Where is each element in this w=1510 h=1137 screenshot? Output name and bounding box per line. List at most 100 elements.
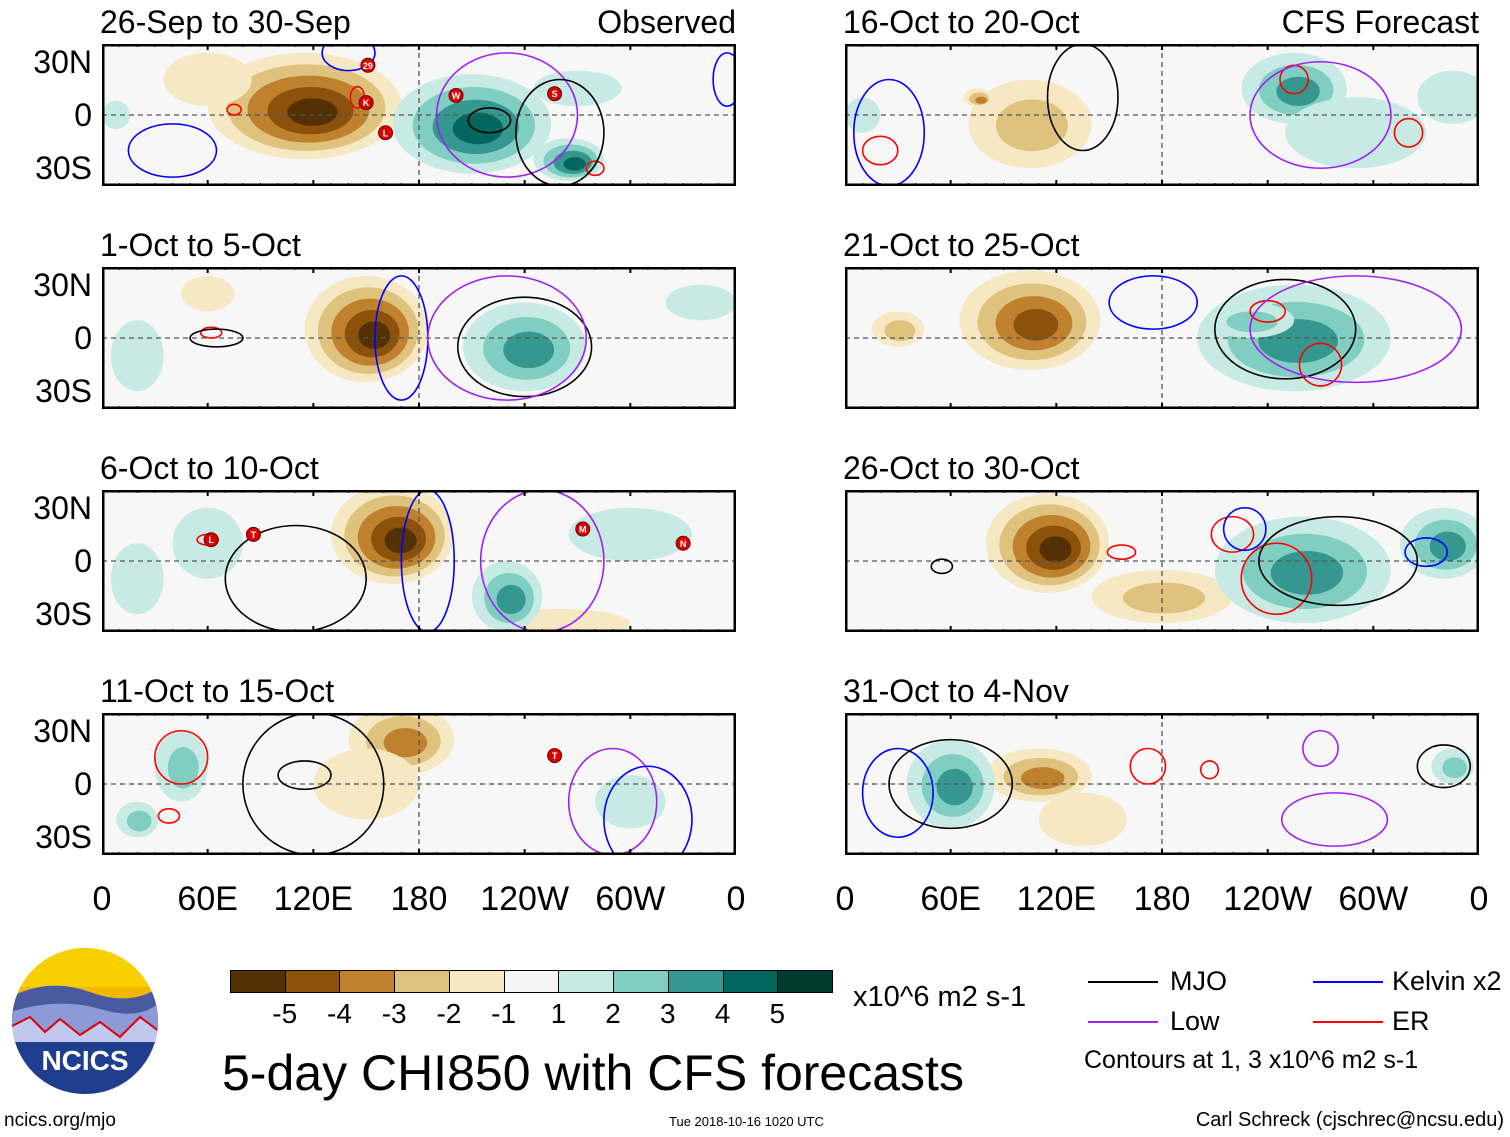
contour-kelvin bbox=[853, 78, 926, 186]
legend-line-er bbox=[1313, 1021, 1383, 1023]
contour-mjo bbox=[242, 713, 385, 855]
contour-low bbox=[1280, 792, 1389, 847]
contour-kelvin bbox=[603, 765, 693, 855]
anomaly-shading bbox=[1276, 76, 1320, 106]
panel-title: 16-Oct to 20-Oct bbox=[843, 4, 1080, 40]
colorbar-swatch bbox=[667, 970, 724, 993]
site-url[interactable]: ncics.org/mjo bbox=[4, 1110, 116, 1131]
tropical-storm-icon: M bbox=[575, 521, 591, 537]
anomaly-shading bbox=[533, 70, 622, 107]
anomaly-shading bbox=[568, 507, 692, 561]
contour-er bbox=[1106, 544, 1137, 561]
anomaly-shading bbox=[287, 98, 338, 126]
legend-label-mjo: MJO bbox=[1170, 966, 1227, 996]
contour-low bbox=[435, 52, 579, 178]
lat-label: 30S bbox=[35, 819, 92, 856]
lat-label: 0 bbox=[74, 320, 92, 356]
storm-label: N bbox=[680, 539, 687, 549]
contour-er bbox=[154, 729, 209, 785]
contour-low bbox=[479, 490, 605, 632]
lat-label: 30N bbox=[33, 712, 92, 749]
panel-title: 11-Oct to 15-Oct bbox=[100, 673, 335, 709]
panel-title: 6-Oct to 10-Oct bbox=[100, 450, 319, 486]
colorbar-tick-label: -3 bbox=[381, 998, 407, 1029]
anomaly-shading bbox=[1020, 767, 1065, 790]
lon-label: 120E bbox=[273, 880, 354, 918]
anomaly-shading bbox=[1013, 308, 1059, 341]
contour-mjo bbox=[1258, 515, 1419, 607]
colorbar-swatch bbox=[558, 970, 615, 993]
storm-label: K bbox=[363, 98, 370, 108]
map-panel: L T M N bbox=[102, 490, 736, 632]
contour-mjo bbox=[456, 296, 593, 398]
colorbar-tick-label: 4 bbox=[714, 998, 731, 1029]
tropical-storm-icon: S bbox=[547, 86, 563, 102]
anomaly-shading bbox=[665, 284, 736, 321]
panel-frame bbox=[102, 490, 736, 632]
map-panel bbox=[845, 490, 1479, 632]
contour-er bbox=[157, 808, 181, 824]
lat-label: 30N bbox=[33, 489, 92, 526]
colorbar-tick-label: 3 bbox=[660, 998, 676, 1029]
contour-er bbox=[1393, 117, 1424, 148]
lon-label: 0 bbox=[92, 880, 112, 918]
tropical-storm-icon: 29 bbox=[360, 57, 376, 73]
panel-frame bbox=[845, 267, 1479, 409]
contour-mjo bbox=[224, 524, 367, 632]
anomaly-shading bbox=[975, 96, 987, 104]
lat-label: 30S bbox=[35, 373, 92, 410]
contour-kelvin bbox=[1404, 537, 1449, 568]
anomaly-shading bbox=[163, 52, 252, 107]
panel-title: 21-Oct to 25-Oct bbox=[843, 227, 1080, 263]
contour-er bbox=[585, 160, 605, 177]
tropical-storm-icon: L bbox=[203, 532, 219, 548]
contour-er bbox=[861, 135, 899, 166]
contour-low bbox=[1249, 275, 1463, 384]
colorbar-units: x10^6 m2 s-1 bbox=[853, 981, 1027, 1013]
lat-label: 30S bbox=[35, 150, 92, 187]
lat-label: 0 bbox=[74, 97, 92, 133]
panel-kind-label: Observed bbox=[597, 4, 736, 40]
colorbar-tick-label: -5 bbox=[272, 998, 298, 1029]
anomaly-shading bbox=[167, 747, 199, 789]
contour-kelvin bbox=[127, 123, 218, 178]
anomaly-shading bbox=[102, 100, 131, 130]
colorbar-swatch bbox=[722, 970, 779, 993]
contour-note: Contours at 1, 3 x10^6 m2 s-1 bbox=[1084, 1046, 1419, 1074]
contour-er bbox=[1249, 299, 1287, 323]
storm-label: 29 bbox=[363, 61, 373, 71]
anomaly-shading bbox=[110, 543, 164, 615]
lon-label: 0 bbox=[835, 880, 855, 918]
anomaly-shading bbox=[1417, 70, 1479, 124]
lon-label: 60E bbox=[920, 880, 981, 918]
colorbar-swatch bbox=[230, 970, 286, 993]
contour-er bbox=[226, 103, 242, 116]
svg-text:NCICS: NCICS bbox=[41, 1045, 128, 1076]
panel-frame bbox=[845, 713, 1479, 855]
tropical-storm-icon: T bbox=[547, 748, 563, 764]
anomaly-shading bbox=[563, 157, 586, 171]
tropical-storm-icon: K bbox=[358, 95, 374, 111]
anomaly-shading bbox=[503, 331, 555, 369]
colorbar-tick-label: 1 bbox=[550, 998, 567, 1029]
contour-er bbox=[199, 326, 223, 339]
contour-er bbox=[1199, 760, 1220, 780]
anomaly-shading bbox=[452, 112, 504, 145]
anomaly-shading bbox=[1429, 531, 1466, 561]
lon-label: 180 bbox=[390, 880, 448, 918]
legend-line-kelvin bbox=[1313, 981, 1383, 983]
storm-label: L bbox=[208, 535, 214, 545]
storm-label: W bbox=[452, 91, 461, 101]
contour-er bbox=[1240, 542, 1313, 616]
panel-title: 26-Sep to 30-Sep bbox=[100, 4, 351, 40]
panel-title: 26-Oct to 30-Oct bbox=[843, 450, 1080, 486]
legend-line-mjo bbox=[1088, 981, 1158, 983]
colorbar-tick-label: 5 bbox=[769, 998, 786, 1029]
map-panel: 29 K L W S bbox=[102, 44, 736, 186]
anomaly-shading bbox=[1226, 311, 1278, 333]
panel-frame bbox=[845, 44, 1479, 186]
storm-label: M bbox=[579, 525, 587, 535]
storm-label: S bbox=[552, 89, 558, 99]
panel-title: 1-Oct to 5-Oct bbox=[100, 227, 301, 263]
lat-label: 30N bbox=[33, 266, 92, 303]
